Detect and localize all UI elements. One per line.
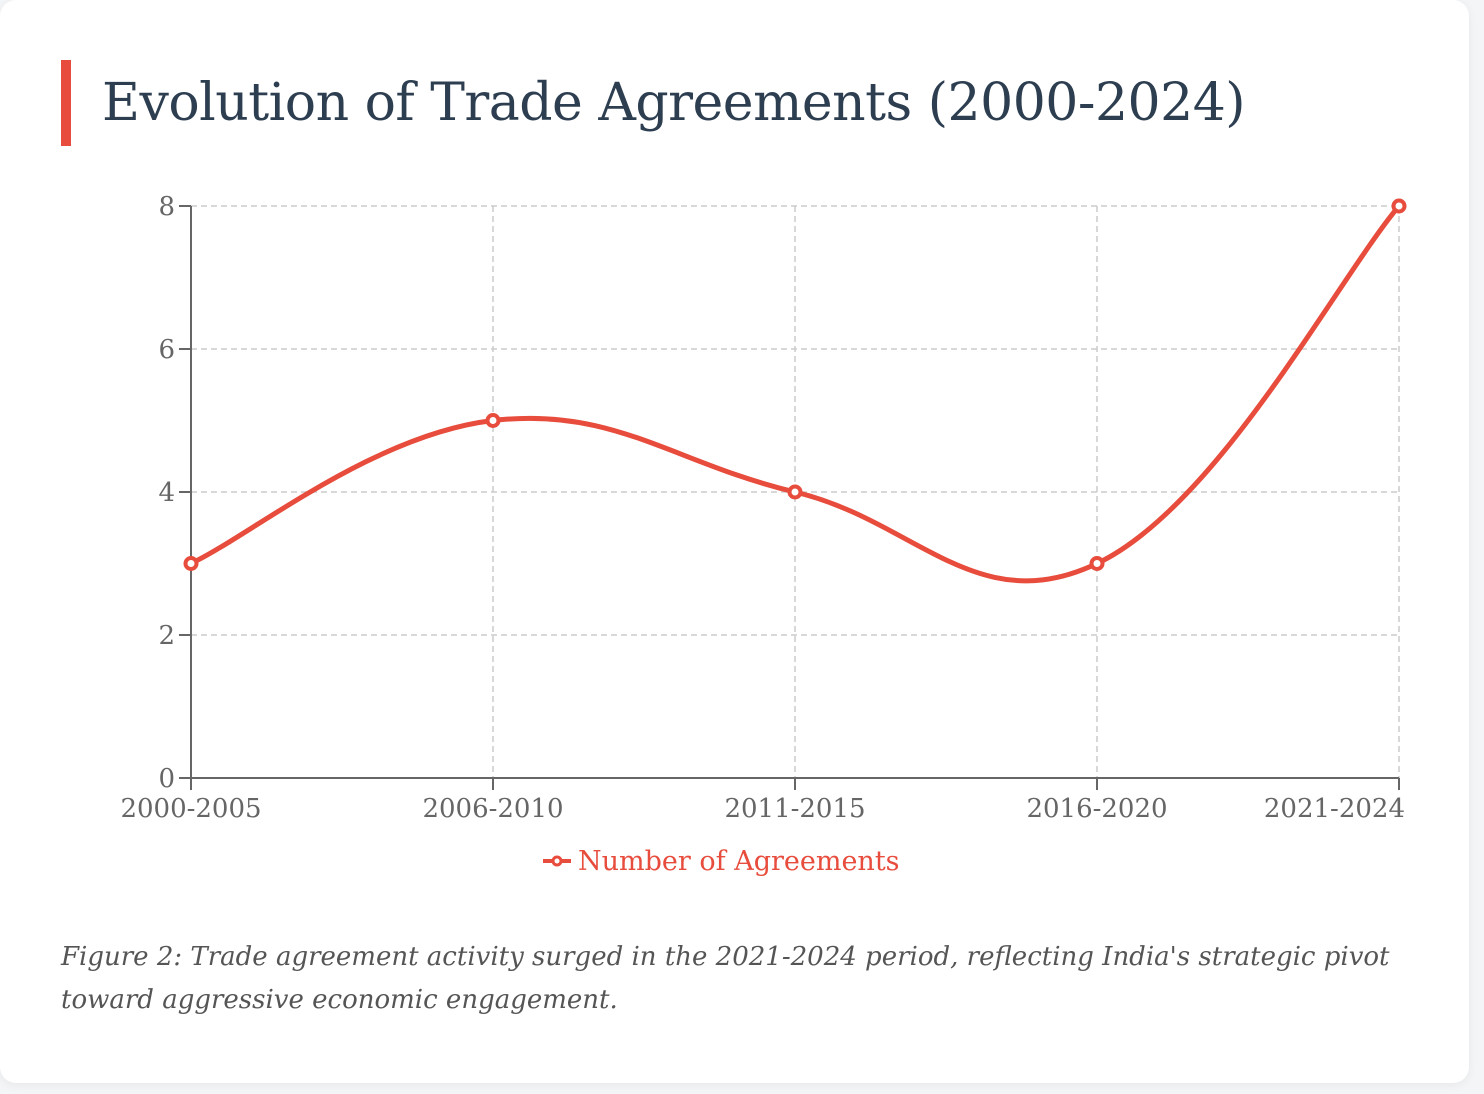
data-point[interactable] xyxy=(1391,198,1407,214)
x-tick-label: 2006-2010 xyxy=(422,794,563,824)
y-tick-label: 0 xyxy=(158,764,175,794)
y-tick-label: 6 xyxy=(158,335,175,365)
line-chart: 0 2 4 6 8 2000-2005 2006-2010 2011-2015 2016-202… xyxy=(120,192,1407,877)
legend-marker-icon xyxy=(551,855,563,867)
y-tick-label: 2 xyxy=(158,621,175,651)
y-tick-label: 8 xyxy=(158,192,175,222)
title-accent-bar xyxy=(61,60,71,146)
y-tick-label: 4 xyxy=(158,478,175,508)
chart-card: Evolution of Trade Agreements (2000-2024… xyxy=(0,0,1469,1083)
figure-caption: Figure 2: Trade agreement activity surge… xyxy=(61,942,1390,1015)
series xyxy=(183,198,1407,584)
legend-label: Number of Agreements xyxy=(578,846,900,877)
x-tick-label: 2000-2005 xyxy=(120,794,261,824)
series-line-0 xyxy=(188,203,1402,584)
data-point[interactable] xyxy=(1089,556,1105,571)
x-tick-label: 2011-2015 xyxy=(724,794,865,824)
data-point[interactable] xyxy=(183,556,199,571)
chart-title: Evolution of Trade Agreements (2000-2024… xyxy=(102,73,1246,133)
legend[interactable]: Number of Agreements xyxy=(543,846,900,877)
axes: 0 2 4 6 8 2000-2005 2006-2010 2011-2015 2016-202… xyxy=(120,192,1405,824)
x-tick-label: 2016-2020 xyxy=(1026,794,1167,824)
legend-item[interactable]: Number of Agreements xyxy=(543,846,900,877)
data-point[interactable] xyxy=(485,413,501,428)
data-point[interactable] xyxy=(787,484,803,500)
x-tick-label: 2021-2024 xyxy=(1264,794,1405,824)
